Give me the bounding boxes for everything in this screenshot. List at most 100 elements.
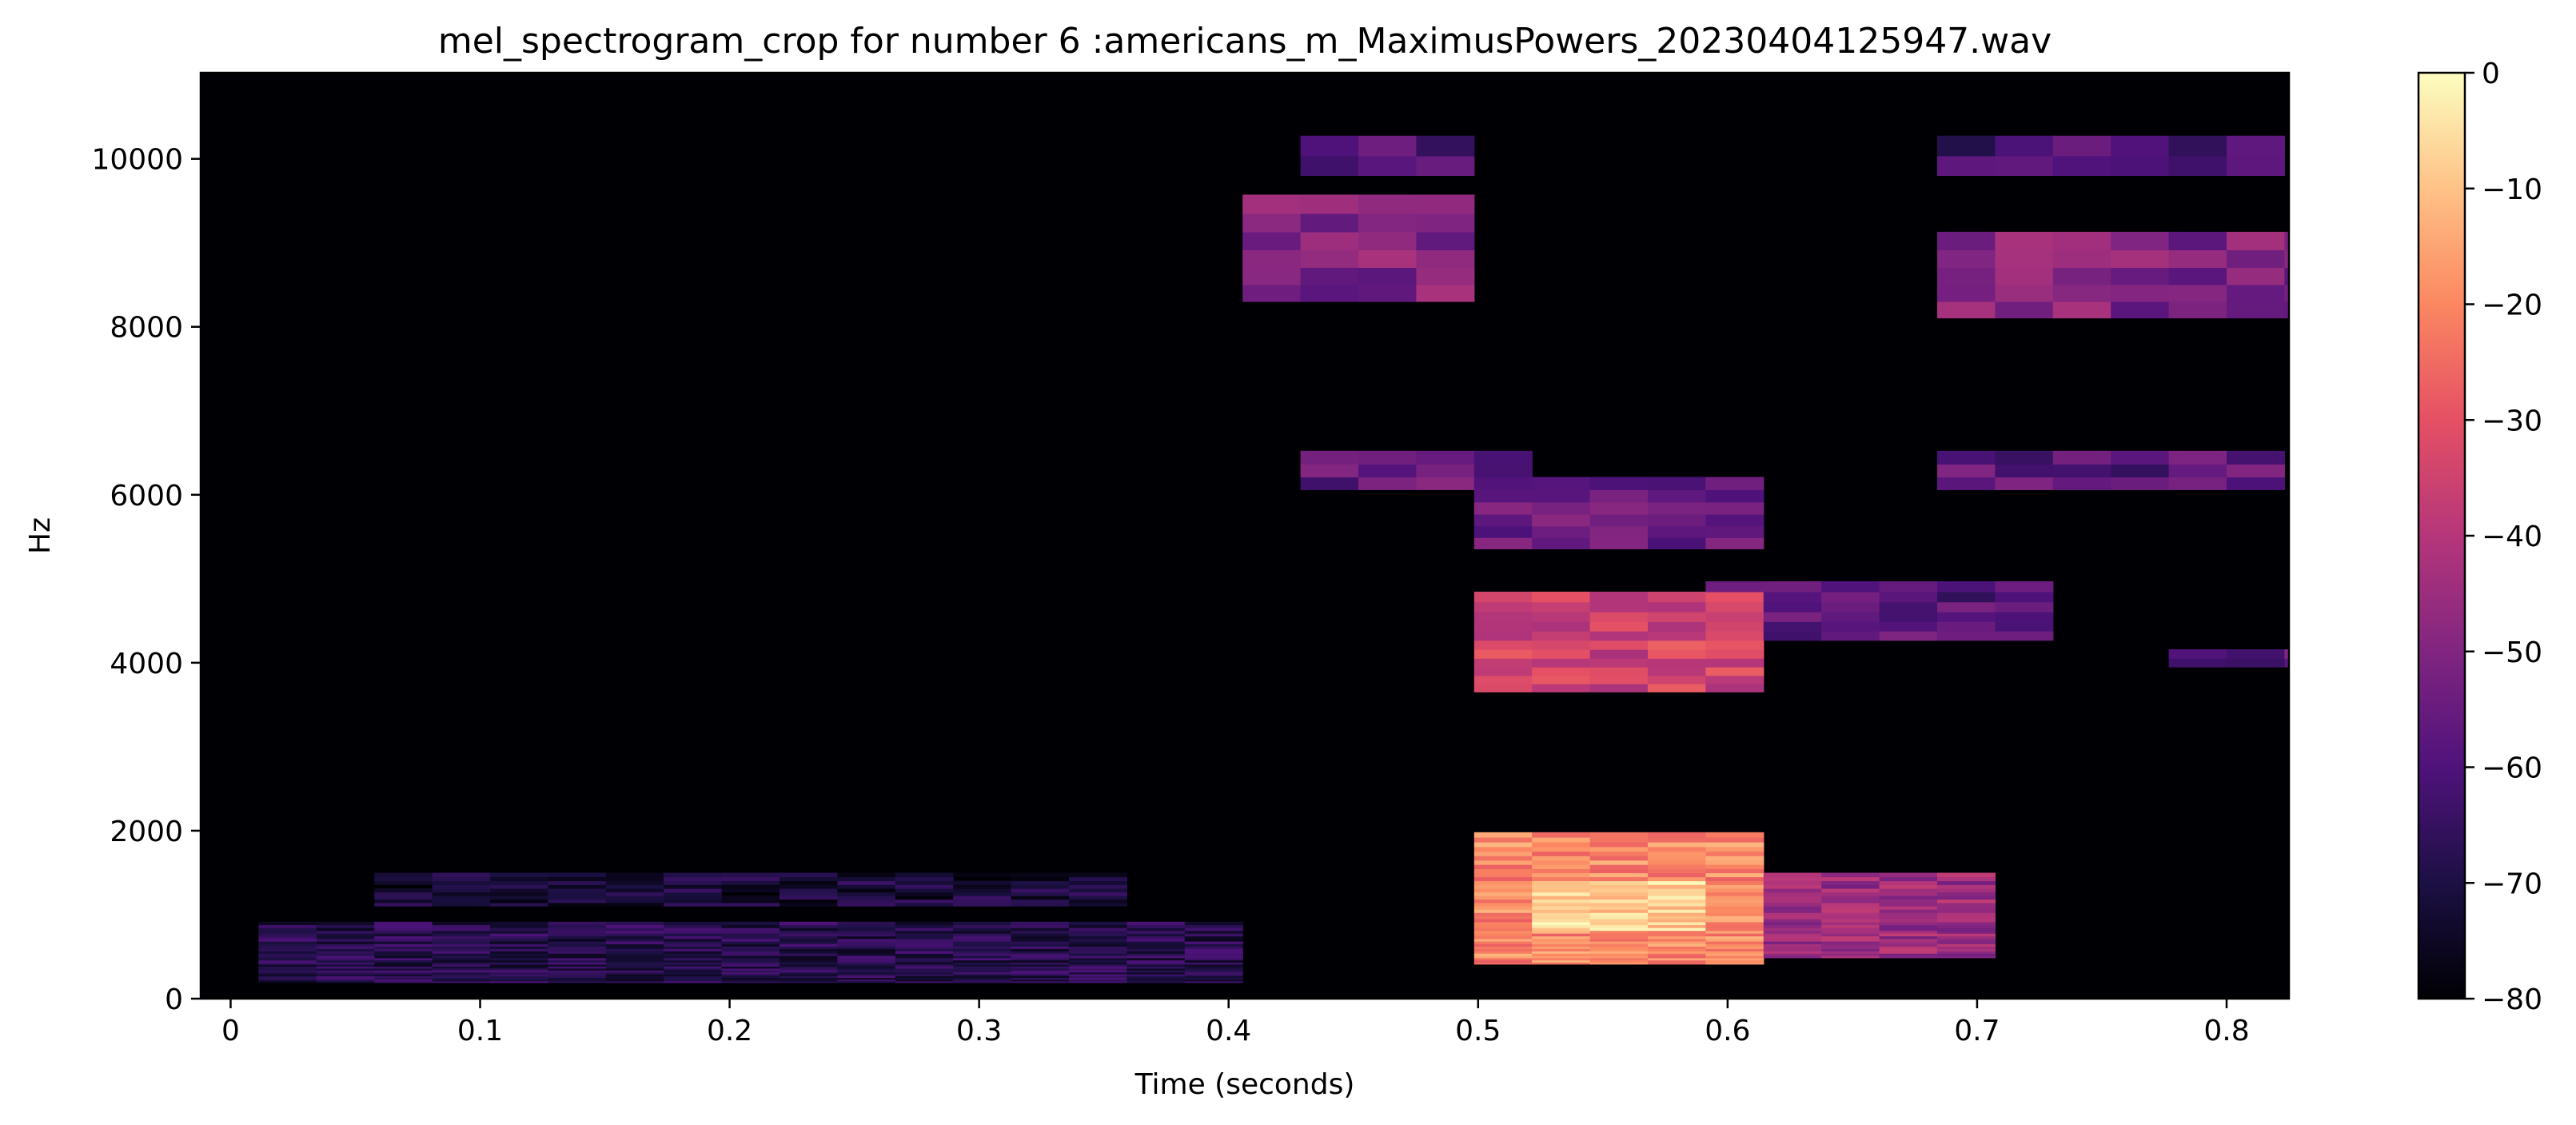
spectrogram-cell — [780, 963, 838, 967]
spectrogram-cell — [1589, 957, 1649, 961]
spectrogram-cell — [1589, 962, 1649, 965]
spectrogram-cell — [953, 980, 1012, 983]
spectrogram-cell — [1127, 980, 1186, 983]
spectrogram-cell — [837, 899, 896, 904]
spectrogram-cell — [1647, 909, 1706, 913]
spectrogram-cell — [1647, 938, 1706, 942]
spectrogram-cell — [1473, 943, 1533, 947]
spectrogram-cell — [605, 963, 664, 967]
spectrogram-cell — [490, 970, 548, 973]
spectrogram-cell — [1127, 970, 1186, 973]
spectrogram-cell — [1936, 943, 1996, 947]
spectrogram-cell — [1300, 477, 1359, 490]
spectrogram-cell — [1705, 896, 1765, 900]
spectrogram-cell — [1127, 979, 1186, 982]
spectrogram-cell — [316, 973, 375, 976]
spectrogram-cell — [664, 938, 723, 942]
spectrogram-cell — [1473, 513, 1533, 527]
spectrogram-cell — [837, 977, 896, 980]
spectrogram-cell — [1532, 888, 1591, 893]
spectrogram-cell — [1936, 938, 1996, 942]
spectrogram-cell — [953, 921, 1012, 926]
spectrogram-cell — [2052, 464, 2111, 478]
spectrogram-cell — [1011, 876, 1070, 882]
spectrogram-cell — [374, 941, 433, 944]
spectrogram-cell — [895, 896, 954, 900]
x-tick-label: 0.5 — [1455, 1015, 1501, 1047]
spectrogram-cell — [2226, 301, 2285, 319]
spectrogram-cell — [432, 888, 491, 893]
spectrogram-cell — [1127, 953, 1186, 956]
spectrogram-cell — [374, 977, 433, 980]
spectrogram-cell — [721, 921, 780, 926]
spectrogram-cell — [258, 955, 317, 959]
spectrogram-cell — [490, 948, 548, 951]
spectrogram-cell — [1011, 973, 1070, 976]
spectrogram-cell — [316, 955, 375, 959]
spectrogram-cell — [1068, 966, 1127, 969]
spectrogram-cell — [1068, 888, 1127, 893]
spectrogram-cell — [837, 938, 896, 942]
spectrogram-cell — [1532, 841, 1591, 848]
spectrogram-cell — [490, 973, 548, 976]
spectrogram-cell — [432, 872, 491, 878]
spectrogram-cell — [1647, 880, 1706, 885]
spectrogram-cell — [837, 872, 896, 878]
spectrogram-cell — [374, 938, 433, 942]
spectrogram-cell — [895, 938, 954, 942]
spectrogram-cell — [2052, 284, 2111, 302]
spectrogram-cell — [664, 946, 723, 949]
spectrogram-cell — [1011, 899, 1070, 904]
spectrogram-cell — [1473, 489, 1533, 503]
spectrogram-cell — [2111, 267, 2170, 285]
spectrogram-cell — [1936, 301, 1996, 319]
spectrogram-cell — [1763, 933, 1822, 937]
spectrogram-cell — [1184, 921, 1243, 926]
spectrogram-cell — [721, 884, 780, 889]
spectrogram-cell — [1936, 592, 1996, 603]
y-tick-label: 6000 — [110, 480, 183, 513]
spectrogram-cell — [953, 924, 1012, 928]
spectrogram-cell — [1763, 941, 1822, 944]
spectrogram-cell — [1532, 906, 1591, 910]
spectrogram-cell — [1879, 876, 1938, 882]
spectrogram-cell — [953, 902, 1012, 907]
spectrogram-cell — [2168, 477, 2227, 490]
spectrogram-cell — [258, 967, 317, 971]
spectrogram-cell — [258, 979, 317, 982]
spectrogram-cell — [1647, 946, 1706, 949]
spectrogram-cell — [1821, 884, 1880, 889]
spectrogram-cell — [721, 941, 780, 944]
spectrogram-cell — [1995, 477, 2054, 490]
spectrogram-cell — [1705, 946, 1765, 949]
spectrogram-cell — [953, 970, 1012, 973]
spectrogram-cell — [721, 957, 780, 961]
spectrogram-cell — [1532, 936, 1591, 939]
spectrogram-cell — [780, 928, 838, 932]
spectrogram-cell — [1532, 876, 1591, 882]
spectrogram-cell — [664, 963, 723, 967]
spectrogram-cell — [258, 970, 317, 973]
spectrogram-cell — [1647, 941, 1706, 944]
spectrogram-cell — [780, 884, 838, 889]
spectrogram-cell — [374, 896, 433, 900]
spectrogram-cell — [490, 953, 548, 956]
spectrogram-cell — [895, 946, 954, 949]
spectrogram-cell — [1705, 841, 1765, 848]
spectrogram-cell — [316, 951, 375, 954]
spectrogram-cell — [432, 962, 491, 965]
spectrogram-cell — [1705, 948, 1765, 951]
spectrogram-cell — [1473, 924, 1533, 928]
spectrogram-cell — [1589, 489, 1649, 503]
spectrogram-cell — [664, 941, 723, 944]
spectrogram-cell — [837, 979, 896, 982]
spectrogram-cell — [1763, 884, 1822, 889]
spectrogram-cell — [316, 971, 375, 975]
spectrogram-cell — [548, 971, 607, 975]
spectrogram-cell — [1473, 899, 1533, 904]
spectrogram-cell — [1473, 872, 1533, 878]
spectrogram-cell — [1647, 477, 1706, 490]
spectrogram-cell — [1763, 946, 1822, 949]
spectrogram-cell — [1473, 892, 1533, 896]
spectrogram-cell — [1936, 231, 1996, 250]
